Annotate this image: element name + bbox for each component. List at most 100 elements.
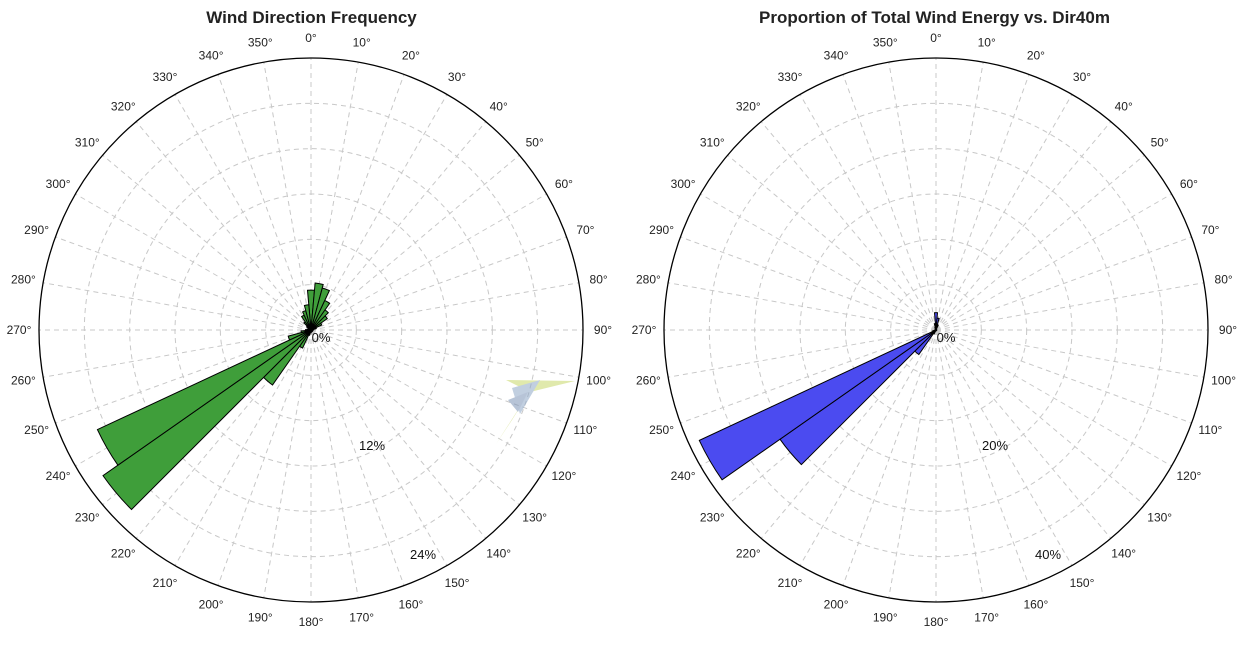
grid-spoke bbox=[174, 94, 312, 331]
grid-spoke bbox=[935, 329, 984, 598]
grid-spoke bbox=[310, 121, 487, 331]
grid-spoke bbox=[935, 329, 1145, 506]
grid-spoke bbox=[760, 329, 937, 539]
grid-spoke bbox=[135, 121, 312, 331]
wind-rose-energy: 0° 10° 20° 30° 40° 50° 60° 70° 80° 90° 100° 110° 120… bbox=[632, 31, 1238, 629]
grid-spoke bbox=[935, 329, 1112, 539]
angle-label: 320° bbox=[736, 99, 761, 113]
angle-label: 170° bbox=[349, 611, 374, 625]
angle-label: 170° bbox=[974, 611, 999, 625]
grid-spoke bbox=[310, 329, 547, 467]
angle-label: 330° bbox=[153, 70, 178, 84]
grid-spoke bbox=[935, 74, 1030, 331]
grid-spoke bbox=[310, 329, 579, 378]
grid-spoke bbox=[217, 74, 312, 331]
angle-label: 350° bbox=[248, 35, 273, 49]
grid-spoke bbox=[668, 329, 937, 378]
angle-label: 60° bbox=[555, 177, 573, 191]
angle-label: 180° bbox=[924, 615, 949, 629]
grid-spoke bbox=[75, 193, 312, 331]
grid-spoke bbox=[310, 329, 359, 598]
grid-spoke bbox=[310, 329, 405, 586]
grid-spoke bbox=[174, 329, 312, 566]
angle-label: 80° bbox=[1215, 272, 1233, 286]
angle-label: 30° bbox=[1073, 70, 1091, 84]
angle-label: 50° bbox=[1151, 135, 1169, 149]
grid-spoke bbox=[102, 154, 312, 331]
angle-label: 140° bbox=[1111, 547, 1136, 561]
grid-spoke bbox=[310, 236, 567, 331]
grid-spoke bbox=[935, 154, 1145, 331]
angle-label: 240° bbox=[46, 469, 71, 483]
angle-label: 270° bbox=[7, 323, 32, 337]
grid-spoke bbox=[217, 329, 312, 586]
ring-label: 12% bbox=[359, 438, 385, 453]
grid-spoke bbox=[310, 154, 520, 331]
wind-rose-bar-0 bbox=[933, 312, 939, 331]
angle-label: 150° bbox=[445, 576, 470, 590]
angle-label: 250° bbox=[649, 423, 674, 437]
angle-label: 40° bbox=[490, 99, 508, 113]
angle-label: 310° bbox=[700, 135, 725, 149]
chart-title-wind-energy: Proportion of Total Wind Energy vs. Dir4… bbox=[759, 8, 1110, 27]
angle-label: 100° bbox=[1211, 374, 1236, 388]
ring-label: 20% bbox=[982, 438, 1008, 453]
watermark-logo-icon bbox=[496, 380, 575, 444]
grid-spoke bbox=[668, 282, 937, 331]
angle-label: 200° bbox=[199, 597, 224, 611]
angle-label: 260° bbox=[11, 374, 36, 388]
angle-label: 0° bbox=[305, 31, 317, 45]
grid-spoke bbox=[310, 329, 487, 539]
wind-rose-bar-230 bbox=[102, 329, 312, 511]
grid-spoke bbox=[842, 74, 937, 331]
angle-label: 70° bbox=[576, 223, 594, 237]
ring-label: 24% bbox=[410, 547, 436, 562]
angle-label: 130° bbox=[522, 511, 547, 525]
wind-rose-frequency: 0° 10° 20° 30° 40° 50° 60° 70° 80° 90° 100° 110° 120… bbox=[7, 31, 613, 629]
grid-spoke bbox=[43, 329, 312, 378]
angle-label: 210° bbox=[153, 576, 178, 590]
angle-label: 300° bbox=[46, 177, 71, 191]
grid-spoke bbox=[680, 329, 937, 424]
angle-label: 300° bbox=[671, 177, 696, 191]
angle-label: 30° bbox=[448, 70, 466, 84]
angle-label: 320° bbox=[111, 99, 136, 113]
angle-label: 250° bbox=[24, 423, 49, 437]
grid-spoke bbox=[935, 329, 1073, 566]
chart-title-wind-direction-frequency: Wind Direction Frequency bbox=[206, 8, 417, 27]
wind-rose-bar-50 bbox=[310, 315, 328, 331]
angle-label: 280° bbox=[11, 272, 36, 286]
angle-label: 10° bbox=[978, 35, 996, 49]
angle-label: 190° bbox=[873, 611, 898, 625]
grid-spoke bbox=[55, 329, 312, 424]
grid-spoke bbox=[310, 329, 567, 424]
grid-spoke bbox=[310, 282, 579, 331]
angle-label: 0° bbox=[930, 31, 942, 45]
grid-spoke bbox=[935, 329, 1204, 378]
grid-spoke bbox=[55, 236, 312, 331]
angle-label: 290° bbox=[24, 223, 49, 237]
wind-rose-bar-350 bbox=[933, 322, 937, 331]
angle-label: 200° bbox=[824, 597, 849, 611]
angle-label: 230° bbox=[700, 511, 725, 525]
grid-spoke bbox=[935, 329, 1192, 424]
angle-label: 20° bbox=[1027, 49, 1045, 63]
grid-spoke bbox=[727, 154, 937, 331]
grid-spoke bbox=[935, 329, 1172, 467]
grid-spoke bbox=[799, 329, 937, 566]
angle-label: 110° bbox=[573, 423, 597, 437]
grid-spoke bbox=[935, 236, 1192, 331]
grid-spoke bbox=[888, 329, 937, 598]
grid-spoke bbox=[310, 94, 448, 331]
grid-spoke bbox=[263, 329, 312, 598]
angle-label: 290° bbox=[649, 223, 674, 237]
grid-spoke bbox=[799, 94, 937, 331]
angle-label: 220° bbox=[111, 547, 136, 561]
angle-label: 280° bbox=[636, 272, 661, 286]
wind-rose-bar-350 bbox=[303, 304, 312, 331]
grid-spoke bbox=[310, 329, 520, 506]
angle-label: 350° bbox=[873, 35, 898, 49]
angle-label: 180° bbox=[299, 615, 324, 629]
grid-spoke bbox=[842, 329, 937, 586]
angle-label: 60° bbox=[1180, 177, 1198, 191]
